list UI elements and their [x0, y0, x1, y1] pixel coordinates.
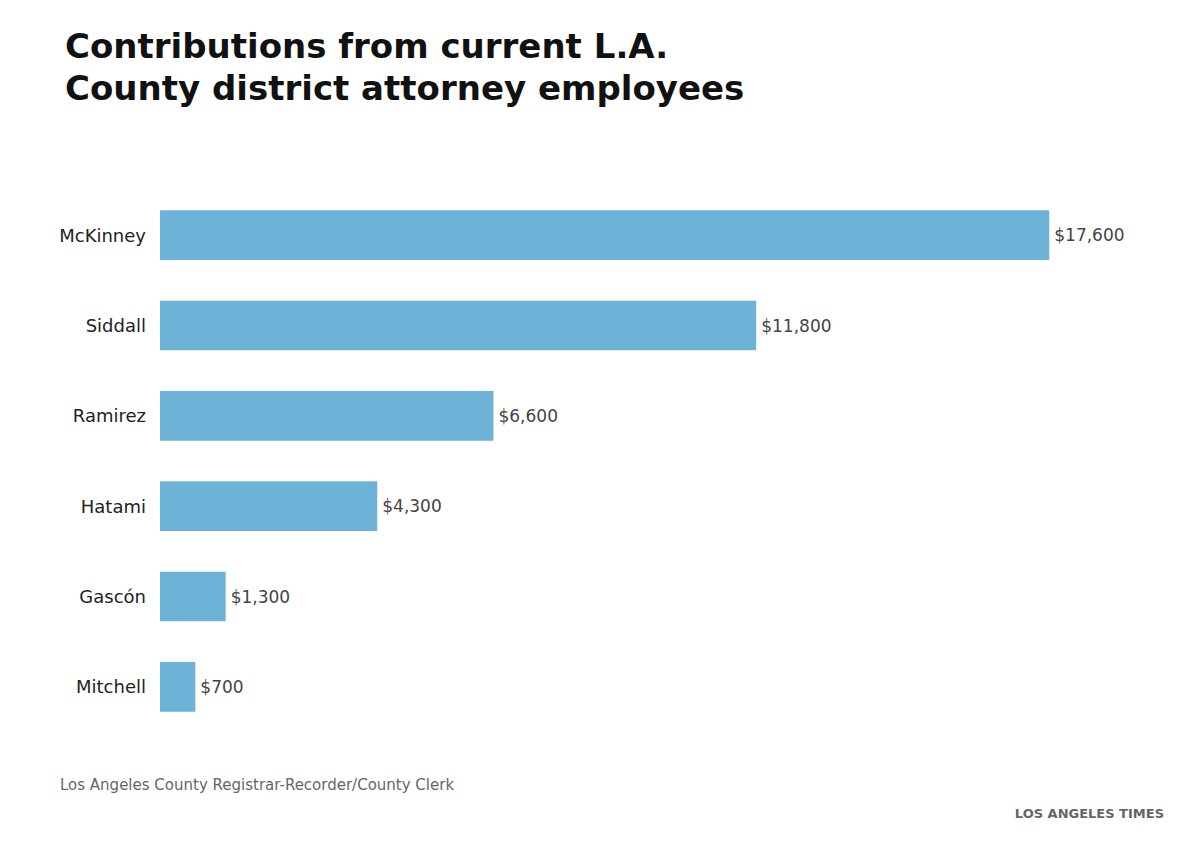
svg-text:Mitchell: Mitchell [76, 676, 146, 697]
svg-text:Los Angeles County Registrar-R: Los Angeles County Registrar-Recorder/Co… [60, 776, 454, 794]
svg-text:$1,300: $1,300 [231, 587, 290, 607]
svg-text:$6,600: $6,600 [498, 406, 557, 426]
svg-text:$4,300: $4,300 [382, 496, 441, 516]
svg-text:$17,600: $17,600 [1054, 225, 1124, 245]
svg-text:$11,800: $11,800 [761, 316, 831, 336]
svg-text:Hatami: Hatami [81, 496, 146, 517]
svg-text:Ramirez: Ramirez [73, 405, 146, 426]
svg-text:LOS ANGELES TIMES: LOS ANGELES TIMES [1015, 806, 1164, 821]
svg-text:Siddall: Siddall [86, 315, 146, 336]
svg-text:Gascón: Gascón [79, 586, 146, 607]
svg-text:$700: $700 [200, 677, 243, 697]
svg-text:Contributions from current L.A: Contributions from current L.A. [65, 26, 668, 66]
svg-text:County district attorney emplo: County district attorney employees [65, 68, 744, 108]
svg-text:McKinney: McKinney [59, 225, 146, 246]
